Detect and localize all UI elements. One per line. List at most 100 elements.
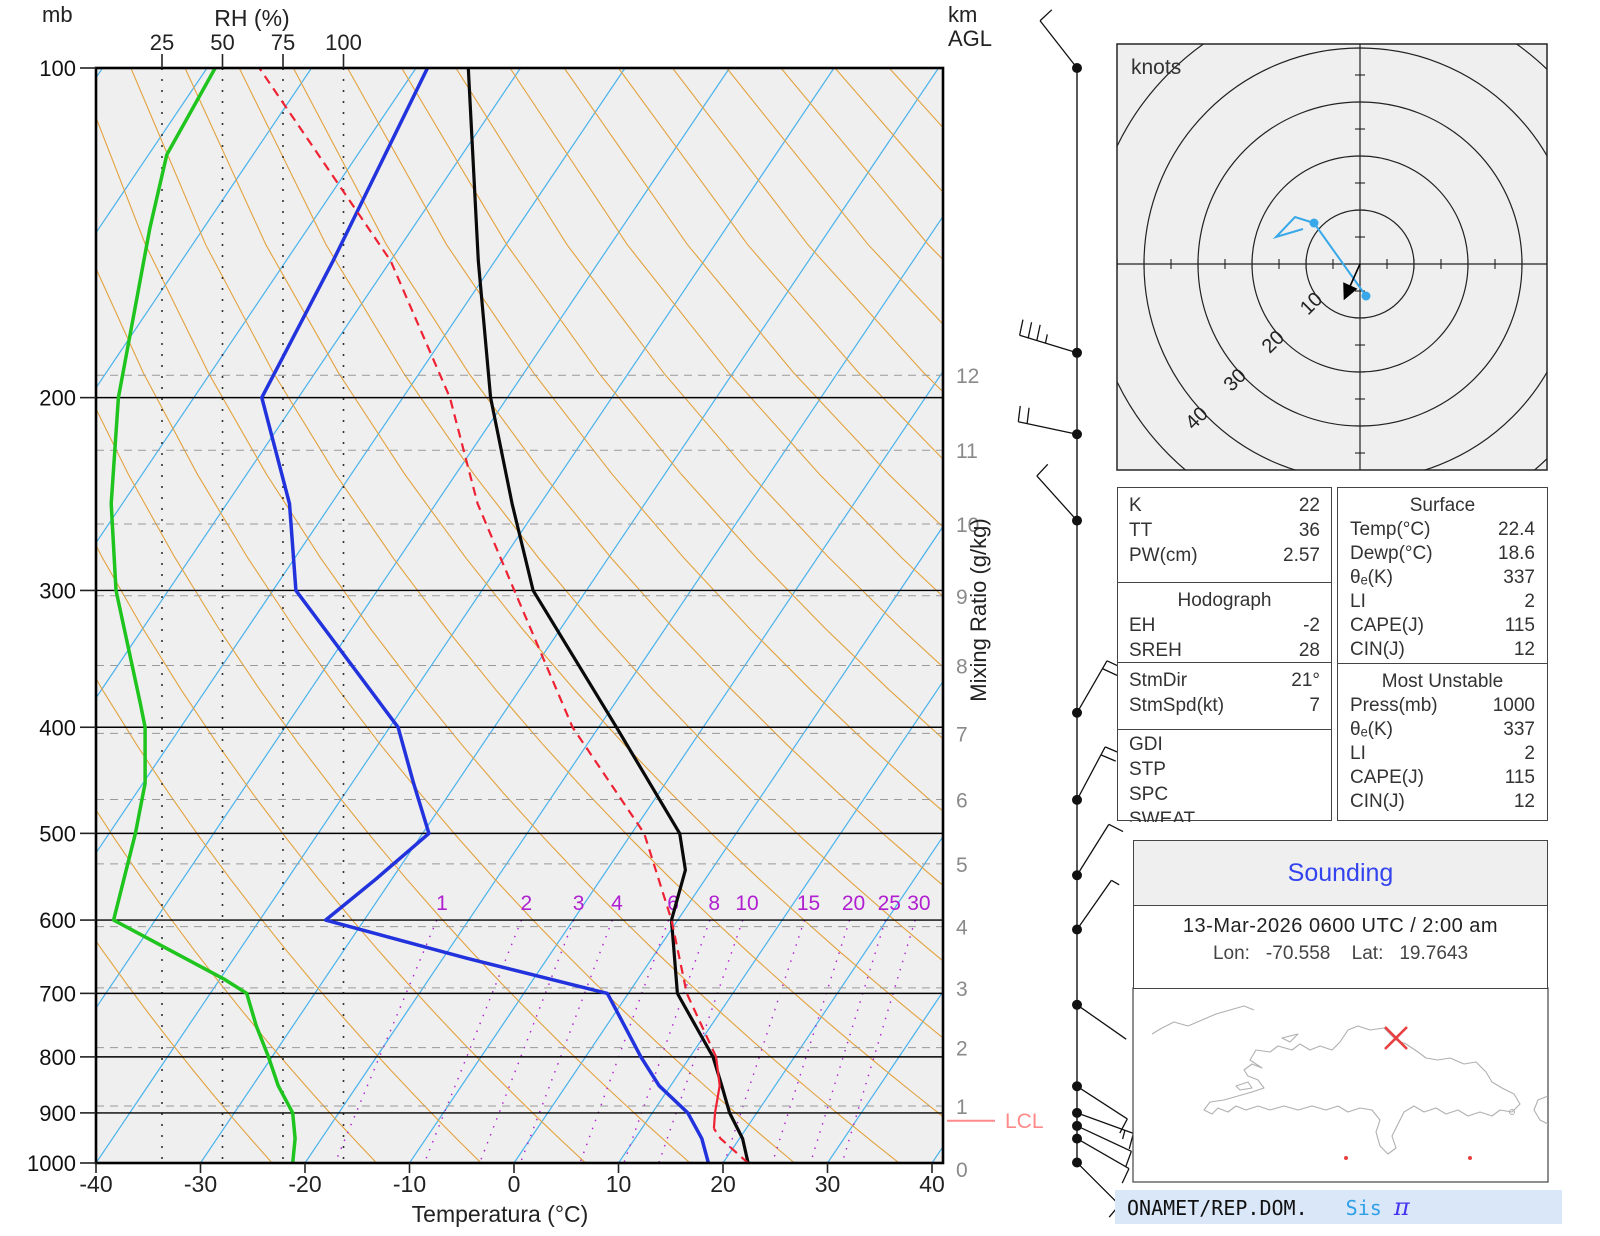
stat-row: StmDir 21° [1118, 668, 1331, 693]
km-tick-label: 3 [956, 978, 968, 1001]
stat-label: CAPE(J) [1350, 767, 1424, 788]
lat-label: Lat: [1351, 943, 1384, 964]
stat-value: 2.57 [1283, 545, 1320, 566]
stat-row: STP [1118, 757, 1331, 782]
stat-section-header: Hodograph [1177, 590, 1272, 611]
km-tick-label: 12 [956, 365, 979, 388]
stat-label: EH [1129, 615, 1156, 636]
stat-label: GDI [1129, 734, 1163, 755]
skewt-plot-background [96, 68, 943, 1163]
stat-row: Temp(°C) 22.4 [1338, 518, 1547, 542]
wind-barb-tick [1100, 754, 1116, 762]
mixing-ratio-label: 10 [735, 892, 758, 915]
km-tick-label: 8 [956, 656, 968, 679]
wind-barb-shaft [1076, 1085, 1128, 1120]
app-name: Sis [1345, 1196, 1382, 1220]
mixing-ratio-label: 4 [611, 892, 623, 915]
wind-barb-shaft [1076, 1125, 1132, 1152]
isotherm-line [96, 68, 835, 1163]
coastline [1533, 1095, 1548, 1125]
dry-adiabat-line [96, 116, 900, 1163]
temp-tick-label: -40 [79, 1171, 112, 1197]
stat-row: LI 2 [1338, 590, 1547, 614]
wind-barb-shaft [1076, 1138, 1130, 1170]
branding-bar: ONAMET/REP.DOM. Sis π [1115, 1190, 1562, 1224]
wind-barb-shaft [1076, 879, 1112, 930]
temp-tick-label: 40 [919, 1171, 945, 1197]
stat-value: 12 [1513, 791, 1535, 812]
stat-value: 28 [1298, 640, 1320, 661]
stat-value: 115 [1504, 615, 1535, 636]
dry-adiabat-line [96, 407, 691, 1163]
wind-barb-tick [1125, 1151, 1132, 1167]
coastline [1151, 1005, 1255, 1035]
axis-labels: mb RH (%)25 50 75 10010020030040050060070080… [27, 2, 1043, 1227]
agency-name: ONAMET/REP.DOM. [1127, 1196, 1308, 1220]
temp-tick-label: 20 [710, 1171, 736, 1197]
mixing-ratio-line [479, 919, 575, 1163]
isotherm-line [304, 215, 943, 1163]
stat-row: θₑ(K) 337 [1338, 718, 1547, 742]
wind-barb-column [1017, 9, 1135, 1218]
stat-row: SPC [1118, 782, 1331, 807]
pressure-tick-label: 800 [39, 1045, 76, 1070]
coastline [1235, 1081, 1253, 1091]
stat-row: CIN(J) 12 [1338, 790, 1547, 814]
islet [1509, 1109, 1515, 1115]
isotherm-line [409, 370, 943, 1163]
pressure-unit-label: mb [42, 2, 73, 27]
stat-label: CIN(J) [1350, 791, 1405, 812]
mixing-ratio-label: 1 [436, 892, 448, 915]
stat-label: θₑ(K) [1350, 567, 1393, 588]
temp-tick-label: 30 [815, 1171, 841, 1197]
storm-motion-arrowhead [1343, 282, 1358, 301]
wind-barb-shaft [1076, 823, 1110, 876]
isotherm-line [96, 68, 417, 544]
isotherm-line [200, 68, 940, 1163]
dry-adiabat-line [130, 68, 943, 1118]
stat-value: 22.4 [1498, 519, 1535, 540]
mixing-ratio-line [658, 919, 744, 1163]
dry-adiabat-line [96, 267, 795, 1163]
wind-barb-tick [1036, 324, 1041, 341]
rh-tick-label: 25 [150, 30, 174, 55]
stat-label: SREH [1129, 640, 1182, 661]
wind-barb-shaft [1018, 421, 1078, 435]
rh-tick-label: 50 [210, 30, 234, 55]
wind-barb-tick [1036, 463, 1049, 477]
isotherm-line [96, 68, 731, 1010]
temp-tick-label: -10 [393, 1171, 426, 1197]
stat-row: EH -2 [1118, 613, 1331, 638]
stat-label: LI [1350, 591, 1366, 612]
stat-value: 7 [1309, 695, 1320, 716]
coastline [1281, 1033, 1299, 1043]
mixing-ratio-label: 25 [878, 892, 901, 915]
dry-adiabat-line [238, 68, 943, 962]
temp-tick-label: -30 [184, 1171, 217, 1197]
dry-adiabat-line [292, 68, 943, 887]
wind-barb-shaft [1076, 1004, 1127, 1040]
skewt-background-lines: 1 2 3 4 6 8 10 15 20 25 30 [96, 68, 943, 1163]
stat-label: Dewp(°C) [1350, 543, 1433, 564]
km-tick-label: 9 [956, 586, 968, 609]
stat-value: 18.6 [1498, 543, 1535, 564]
location-map [1132, 987, 1549, 1183]
stat-section: GDI STP SPC SWEAT [1118, 730, 1331, 822]
stat-value: 36 [1298, 520, 1320, 541]
parcel-curve-lower [712, 1127, 749, 1163]
pi-logo-icon: π [1393, 1193, 1410, 1221]
hodograph-trace [1272, 215, 1367, 297]
stat-label: Temp(°C) [1350, 519, 1431, 540]
stat-value: 21° [1291, 670, 1320, 691]
stat-label: STP [1129, 759, 1166, 780]
pressure-tick-label: 600 [39, 908, 76, 933]
wind-barb-tick [1044, 334, 1048, 344]
sounding-coordinates: Lon: -70.558 Lat: 19.7643 [1134, 943, 1547, 965]
wind-barb-tick [1121, 1130, 1126, 1140]
skewt-frame [94, 66, 945, 1165]
hodograph-dot [1361, 291, 1371, 301]
dry-adiabat-line [563, 68, 943, 528]
mixing-axis-title: Mixing Ratio (g/kg) [966, 518, 991, 701]
stat-label: TT [1129, 520, 1153, 541]
